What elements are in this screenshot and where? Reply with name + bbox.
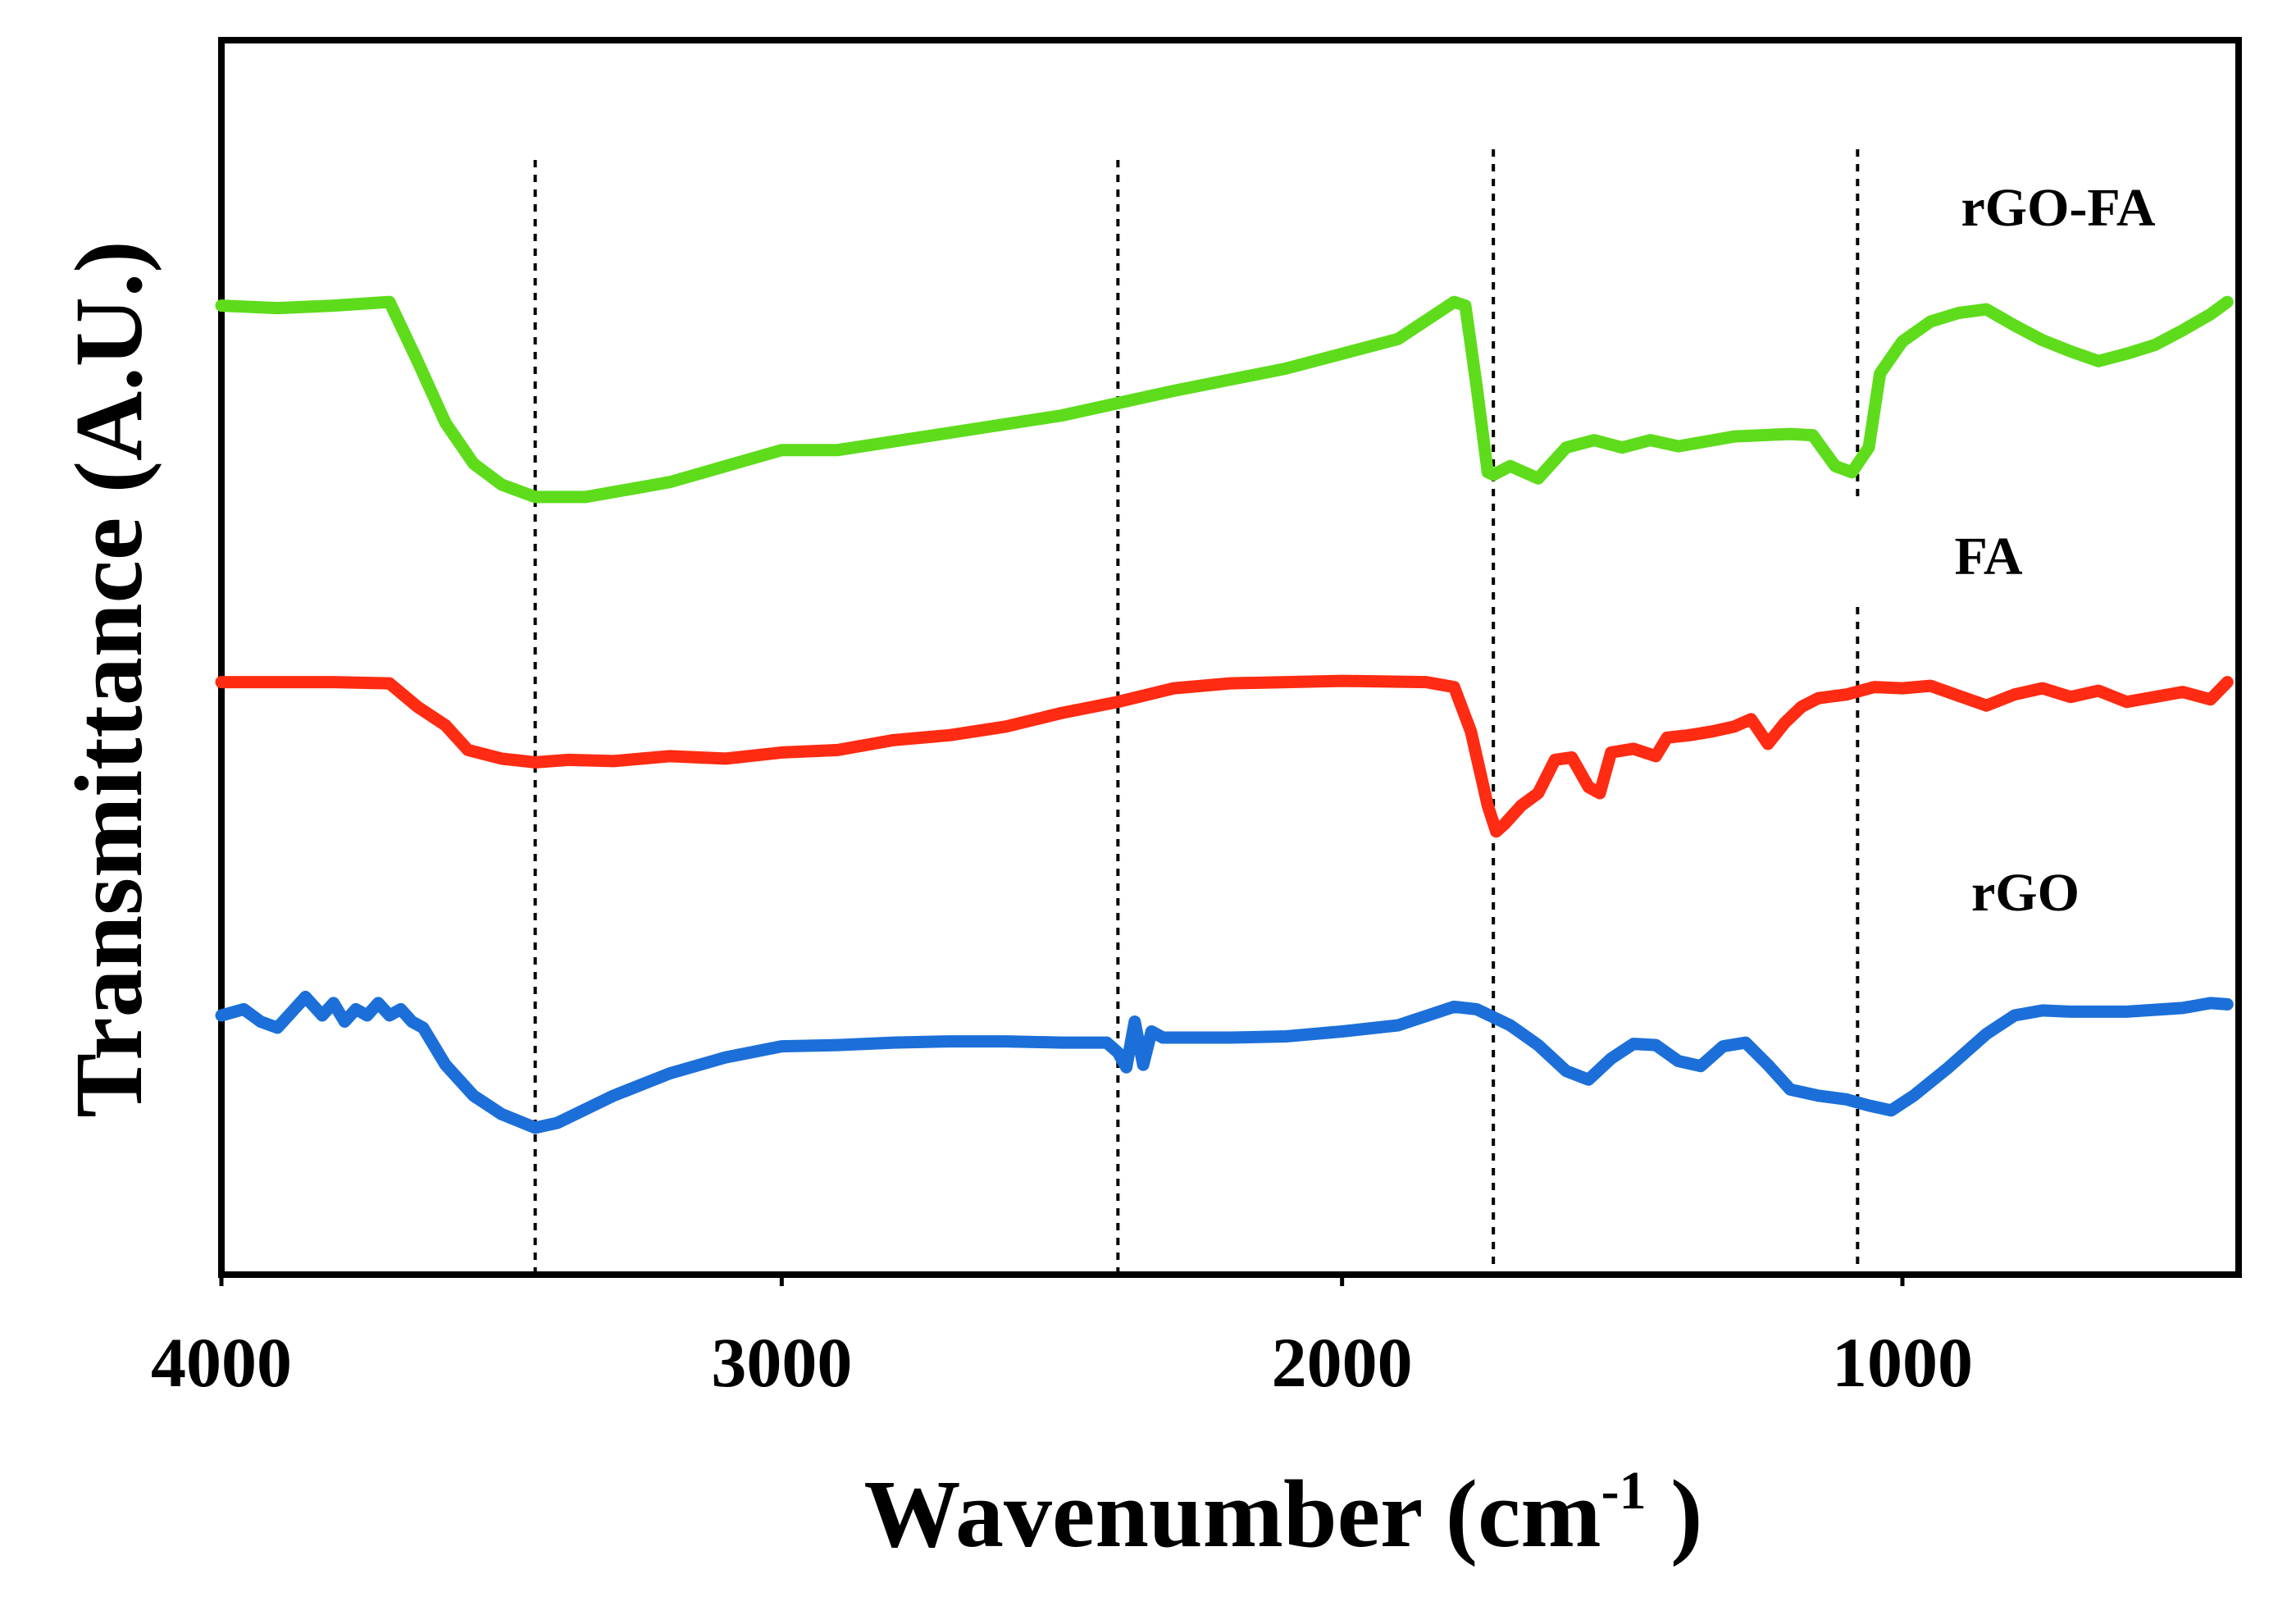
series-labels: rGO-FA FA rGO	[1954, 178, 2155, 923]
series-label: rGO-FA	[1961, 178, 2155, 238]
y-axis-title: Transmittance (A.U.)	[55, 240, 162, 1117]
reference-lines	[533, 149, 1860, 1275]
series-line-rgo-fa	[215, 295, 2234, 504]
x-tick-label: 3000	[711, 1323, 852, 1402]
series-layer	[215, 295, 2234, 1134]
x-axis-ticks: 4000 3000 2000 1000	[151, 1275, 1973, 1402]
plot-frame	[218, 37, 2242, 1278]
x-tick-label: 2000	[1272, 1323, 1413, 1402]
x-tick-label: 4000	[151, 1323, 292, 1402]
series-label: FA	[1954, 527, 2022, 586]
series-label: rGO	[1971, 863, 2080, 923]
series-line-fa	[215, 674, 2234, 838]
x-tick-label: 1000	[1832, 1323, 1973, 1402]
series-line-rgo	[215, 990, 2234, 1134]
x-axis-title: Wavenumber (cm-1 )	[864, 1460, 1703, 1567]
